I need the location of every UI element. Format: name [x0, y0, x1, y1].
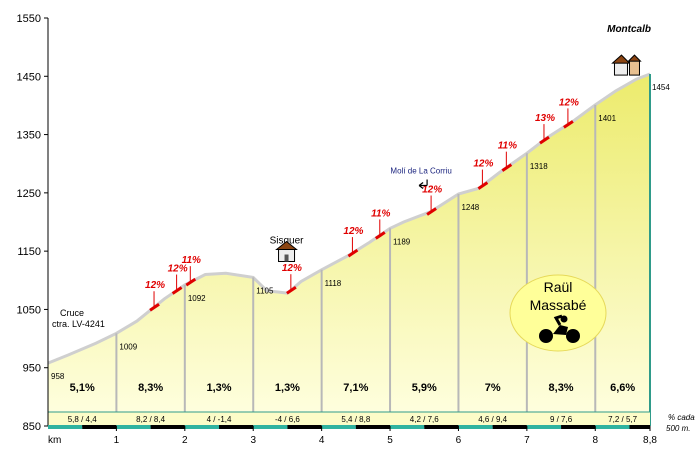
elevation-point-label: 1248: [461, 203, 479, 212]
km-ruler-segment: [424, 425, 459, 429]
y-tick-label: 1350: [17, 130, 41, 142]
start-note-line2: ctra. LV-4241: [52, 319, 105, 329]
steep-gradient-label: 12%: [559, 97, 579, 108]
segment-gradient-label: 7%: [485, 382, 501, 394]
y-tick-label: 1450: [17, 71, 41, 83]
x-axis-label: km: [48, 435, 61, 446]
x-tick-label: 8: [592, 435, 598, 446]
author-badge: Raül Massabé: [509, 274, 607, 352]
summit-chapel-icon: [611, 54, 642, 76]
segment-gradient-label: 1,3%: [206, 382, 231, 394]
km-ruler-segment: [150, 425, 185, 429]
x-tick-label: 8,8: [643, 435, 657, 446]
half-km-band: [48, 412, 650, 426]
km-ruler-segment: [82, 425, 117, 429]
km-ruler-segment: [253, 425, 288, 429]
y-tick-label: 1050: [17, 304, 41, 316]
x-tick-label: 5: [387, 435, 393, 446]
half-km-gradient-label: 9 / 7,6: [550, 415, 573, 424]
km-ruler-segment: [321, 425, 356, 429]
segment-gradient-label: 5,1%: [70, 382, 95, 394]
chart-title: Montcalb: [607, 24, 651, 35]
steep-gradient-label: 11%: [371, 208, 390, 219]
elevation-point-label: 1189: [393, 237, 411, 246]
cyclist-icon: [539, 314, 580, 343]
elevation-point-label: 1105: [256, 286, 274, 295]
steep-gradient-label: 12%: [282, 263, 302, 274]
chapel-icon: [275, 240, 298, 263]
steep-gradient-label: 12%: [168, 264, 188, 275]
km-ruler-segment: [561, 425, 596, 429]
steep-gradient-label: 12%: [473, 159, 493, 170]
steep-gradient-label: 11%: [498, 141, 517, 152]
km-ruler-segment: [184, 425, 220, 429]
km-ruler-segment: [390, 425, 425, 429]
steep-gradient-label: 12%: [145, 280, 165, 291]
half-km-gradient-label: 4 / -1,4: [207, 415, 232, 424]
x-tick-label: 1: [114, 435, 120, 446]
km-ruler-segment: [287, 425, 322, 429]
x-tick-label: 4: [319, 435, 325, 446]
steep-gradient-label: 12%: [422, 185, 442, 196]
footnote-line1: % cada: [668, 413, 695, 422]
km-ruler-segment: [116, 425, 151, 429]
place-label: Sisquer: [270, 236, 305, 247]
place-label: Molí de La Corriu: [390, 167, 451, 176]
start-note-line1: Cruce: [60, 308, 84, 318]
segment-gradient-label: 5,9%: [412, 382, 437, 394]
km-ruler-segment: [355, 425, 391, 429]
elevation-point-label: 1118: [325, 279, 342, 288]
x-tick-label: 3: [250, 435, 256, 446]
steep-gradient-label: 11%: [182, 255, 201, 266]
segment-gradient-label: 6,6%: [610, 382, 635, 394]
steep-segment: [347, 248, 359, 258]
y-tick-label: 950: [23, 363, 41, 375]
half-km-gradient-label: 8,2 / 8,4: [136, 415, 165, 424]
steep-gradient-label: 12%: [343, 226, 363, 237]
author-name-line2: Massabé: [530, 297, 587, 313]
x-tick-label: 2: [182, 435, 188, 446]
km-ruler-segment: [526, 425, 562, 429]
y-tick-label: 1550: [17, 13, 41, 25]
km-ruler-segment: [219, 425, 254, 429]
elevation-point-label: 1454: [652, 83, 670, 92]
km-ruler-segment: [629, 425, 650, 429]
x-tick-label: 6: [456, 435, 462, 446]
y-tick-label: 1150: [17, 246, 41, 258]
elevation-point-label: 1009: [119, 342, 137, 351]
elevation-point-label: 1401: [598, 114, 616, 123]
y-tick-label: 1250: [17, 188, 41, 200]
elevation-point-label: 1318: [530, 162, 548, 171]
x-tick-label: 7: [524, 435, 530, 446]
segment-gradient-label: 7,1%: [343, 382, 368, 394]
y-tick-label: 850: [23, 421, 41, 433]
elevation-point-label: 958: [51, 372, 65, 381]
half-km-gradient-label: 4,2 / 7,6: [410, 415, 439, 424]
half-km-gradient-label: 5,4 / 8,8: [341, 415, 370, 424]
half-km-gradient-label: 7,2 / 5,7: [608, 415, 637, 424]
km-ruler-segment: [595, 425, 630, 429]
author-name-line1: Raül: [544, 279, 573, 295]
km-ruler-segment: [48, 425, 83, 429]
footnote-line2: 500 m.: [666, 424, 690, 433]
km-ruler-segment: [458, 425, 493, 429]
segment-gradient-label: 8,3%: [138, 382, 163, 394]
steep-gradient-label: 13%: [535, 113, 555, 124]
segment-gradient-label: 1,3%: [275, 382, 300, 394]
profile-area: [48, 74, 650, 426]
turn-arrow-icon: [418, 179, 428, 189]
half-km-gradient-label: 5,8 / 4,4: [68, 415, 97, 424]
half-km-gradient-label: 4,6 / 9,4: [478, 415, 507, 424]
elevation-point-label: 1092: [188, 294, 206, 303]
segment-gradient-label: 8,3%: [549, 382, 574, 394]
half-km-gradient-label: -4 / 6,6: [275, 415, 300, 424]
km-ruler-segment: [492, 425, 527, 429]
